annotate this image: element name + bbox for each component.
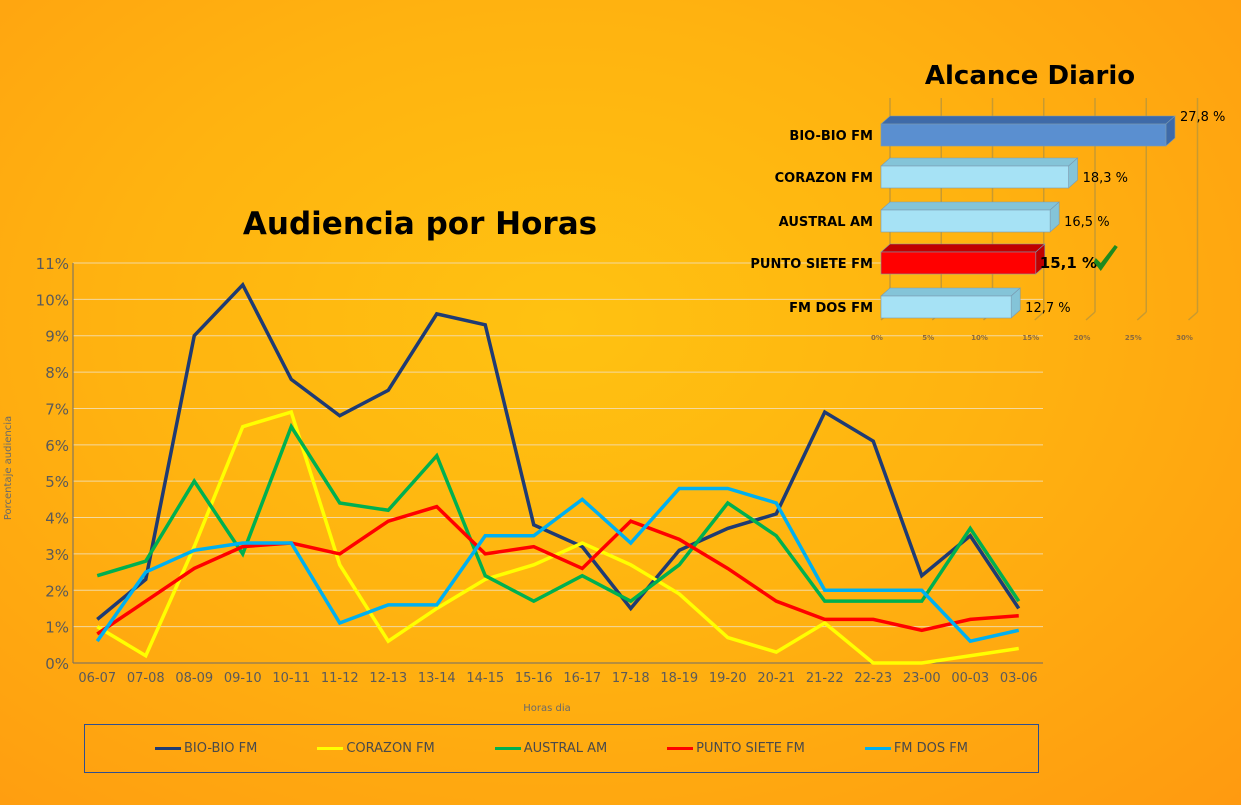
x-tick-label: 03-06 xyxy=(1000,671,1038,686)
y-tick-label: 0% xyxy=(45,655,69,673)
y-tick-label: 5% xyxy=(45,473,69,491)
y-tick-label: 3% xyxy=(45,546,69,564)
bar-top xyxy=(880,243,1046,253)
bar-top xyxy=(880,287,1021,297)
bar-front xyxy=(880,165,1069,189)
legend-item: PUNTO SIETE FM xyxy=(667,741,805,756)
bar-chart-title: Alcance Diario xyxy=(925,61,1135,91)
x-tick-label: 15-16 xyxy=(515,671,553,686)
x-tick-label: 09-10 xyxy=(224,671,262,686)
legend-item: CORAZON FM xyxy=(317,741,435,756)
bar-x-tick-label: 25% xyxy=(1125,334,1142,342)
x-tick-label: 21-22 xyxy=(806,671,844,686)
bar-front xyxy=(880,251,1037,275)
x-tick-label: 12-13 xyxy=(369,671,407,686)
legend-label: PUNTO SIETE FM xyxy=(696,741,805,756)
legend-label: AUSTRAL AM xyxy=(523,741,608,756)
bar-x-tick-label: 15% xyxy=(1022,334,1039,342)
x-tick-label: 18-19 xyxy=(660,671,698,686)
series-line-fm-dos-fm xyxy=(95,486,1020,644)
bar-category-label: AUSTRAL AM xyxy=(779,215,873,230)
bar-gridline-floor xyxy=(1034,311,1045,321)
x-tick-label: 19-20 xyxy=(709,671,747,686)
bar-category-label: BIO-BIO FM xyxy=(789,129,873,144)
bar-value-label: 27,8 % xyxy=(1180,110,1225,125)
bar-top xyxy=(880,157,1079,167)
bar-front xyxy=(880,295,1012,319)
x-tick-label: 23-00 xyxy=(903,671,941,686)
x-tick-label: 20-21 xyxy=(757,671,795,686)
x-tick-label: 17-18 xyxy=(612,671,650,686)
x-tick-label: 13-14 xyxy=(418,671,456,686)
bar-top xyxy=(880,201,1060,211)
bar-gridline-floor xyxy=(1085,311,1096,321)
x-tick-label: 11-12 xyxy=(321,671,359,686)
bar-gridline-floor xyxy=(1136,311,1147,321)
x-tick-label: 22-23 xyxy=(854,671,892,686)
y-tick-label: 4% xyxy=(45,510,69,528)
y-tick-label: 1% xyxy=(45,619,69,637)
bar-value-label: 18,3 % xyxy=(1083,171,1128,186)
bar-front xyxy=(880,123,1167,147)
bar-x-tick-label: 0% xyxy=(871,334,883,342)
x-tick-label: 14-15 xyxy=(466,671,504,686)
y-axis-label: Porcentaje audiencia xyxy=(3,416,14,520)
y-tick-label: 2% xyxy=(45,582,69,600)
legend-swatch xyxy=(317,747,344,750)
legend-item: BIO-BIO FM xyxy=(154,741,258,756)
legend-label: CORAZON FM xyxy=(346,741,435,756)
legend-swatch xyxy=(864,747,891,750)
bar-fm-dos-fm xyxy=(880,287,1021,319)
bar-x-tick-label: 5% xyxy=(922,334,934,342)
bar-category-label: PUNTO SIETE FM xyxy=(750,257,873,272)
legend-item: FM DOS FM xyxy=(864,741,968,756)
x-tick-label: 16-17 xyxy=(563,671,601,686)
legend-label: FM DOS FM xyxy=(893,741,968,756)
bar-austral-am xyxy=(880,201,1060,233)
x-tick-label: 07-08 xyxy=(127,671,165,686)
series-line-corazon-fm xyxy=(96,409,1020,665)
bar-x-tick-label: 30% xyxy=(1176,334,1193,342)
bar-x-tick-label: 10% xyxy=(971,334,988,342)
bar-punto-siete-fm xyxy=(880,243,1046,275)
bar-front xyxy=(880,209,1051,233)
y-tick-label: 10% xyxy=(36,291,69,309)
line-chart-title: Audiencia por Horas xyxy=(243,206,597,242)
y-tick-label: 7% xyxy=(45,400,69,418)
x-axis-label: Horas dia xyxy=(523,703,571,714)
bar-gridline-floor xyxy=(1188,311,1198,321)
series-line-punto-siete-fm xyxy=(96,504,1019,636)
x-tick-label: 06-07 xyxy=(78,671,116,686)
x-tick-label: 08-09 xyxy=(175,671,213,686)
x-tick-label: 10-11 xyxy=(272,671,310,686)
bar-x-tick-label: 20% xyxy=(1074,334,1091,342)
bar-category-label: CORAZON FM xyxy=(775,171,873,186)
legend-label: BIO-BIO FM xyxy=(183,741,258,756)
y-tick-label: 6% xyxy=(45,437,69,455)
x-tick-label: 00-03 xyxy=(951,671,989,686)
legend-swatch xyxy=(667,747,694,750)
legend: BIO-BIO FM CORAZON FM AUSTRAL AM PUNTO SIET… xyxy=(84,724,1039,773)
series-line-austral-am xyxy=(96,422,1021,604)
y-tick-label: 11% xyxy=(36,255,69,273)
checkmark-icon xyxy=(1093,245,1118,271)
legend-swatch xyxy=(494,747,521,750)
y-tick-label: 8% xyxy=(45,364,69,382)
bar-bio-bio-fm xyxy=(880,115,1176,147)
bar-top xyxy=(880,115,1176,125)
legend-swatch xyxy=(154,747,181,750)
bar-category-label: FM DOS FM xyxy=(789,301,873,316)
bar-value-label: 15,1 % xyxy=(1040,254,1097,272)
bar-corazon-fm xyxy=(880,157,1079,189)
bar-value-label: 12,7 % xyxy=(1025,301,1070,316)
legend-item: AUSTRAL AM xyxy=(494,741,608,756)
y-tick-label: 9% xyxy=(45,328,69,346)
series-line-bio-bio-fm xyxy=(96,281,1021,621)
bar-value-label: 16,5 % xyxy=(1064,215,1109,230)
